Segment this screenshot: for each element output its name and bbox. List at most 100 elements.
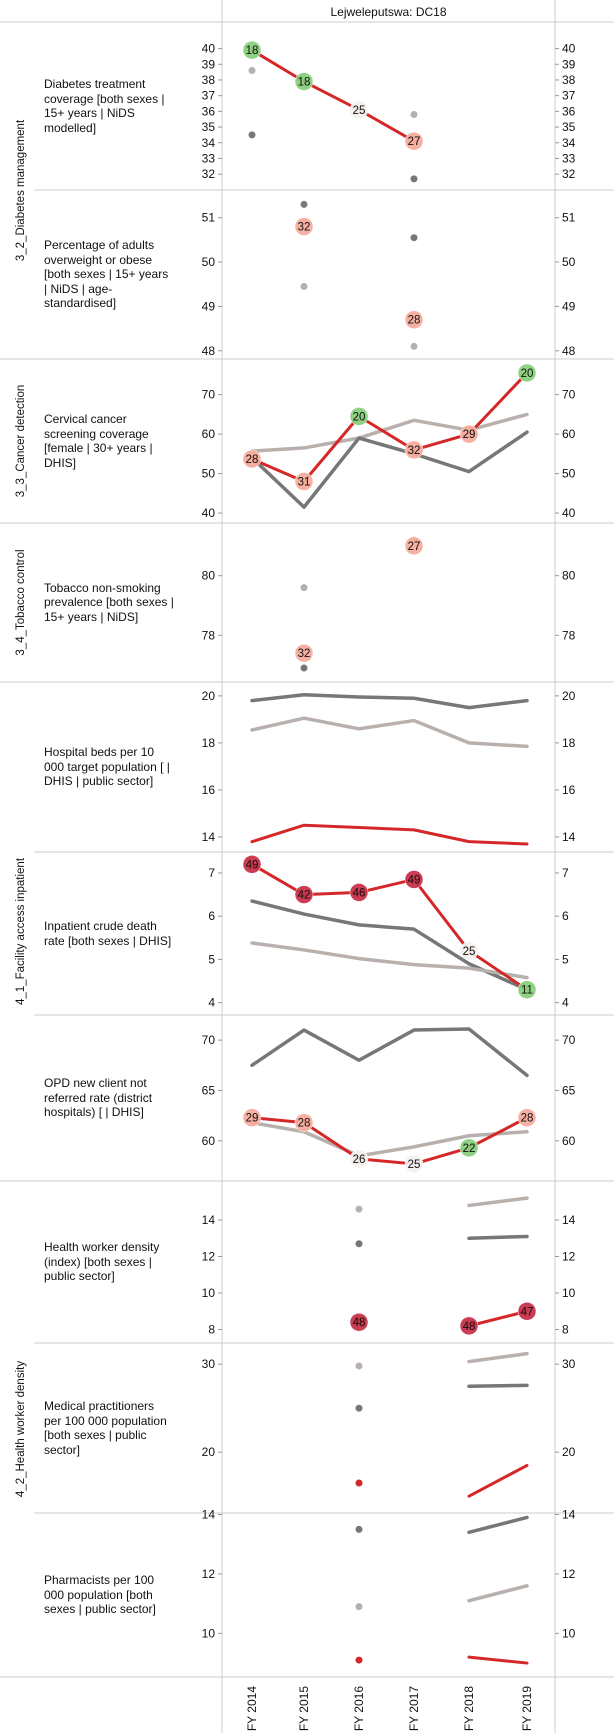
- y-tick-label-right: 14: [562, 1213, 576, 1227]
- y-tick-label-right: 6: [562, 909, 569, 923]
- y-tick-label-right: 70: [562, 388, 576, 402]
- metric-label: OPD new client not referred rate (distri…: [44, 1076, 153, 1120]
- group-label: 3_4_Tobacco control: [15, 549, 27, 655]
- series-dot-light: [355, 1205, 363, 1213]
- rank-marker: [349, 1149, 369, 1169]
- y-tick-label: 4: [208, 996, 215, 1010]
- y-tick-label: 34: [202, 136, 216, 150]
- rank-marker-label: 32: [408, 445, 421, 457]
- y-tick-label-right: 8: [562, 1323, 569, 1337]
- y-tick-label-right: 32: [562, 167, 576, 181]
- y-tick-label-right: 40: [562, 42, 576, 56]
- series-dot-dark: [355, 1240, 363, 1248]
- y-tick-label-right: 70: [562, 1033, 576, 1047]
- chart-title: Lejweleputswa: DC18: [330, 5, 446, 19]
- series-dot-light: [300, 282, 308, 290]
- y-tick-label-right: 34: [562, 136, 576, 150]
- rank-marker-label: 18: [298, 77, 311, 89]
- metric-label: Pharmacists per 100 000 population [both…: [44, 1573, 156, 1617]
- rank-marker: [459, 1316, 479, 1336]
- rank-marker-label: 20: [353, 411, 366, 423]
- rank-marker-label: 18: [246, 45, 259, 57]
- y-tick-label-right: 14: [562, 1507, 576, 1521]
- y-tick-label-right: 39: [562, 57, 576, 71]
- rank-marker: [404, 440, 424, 460]
- series-dot-light: [410, 110, 418, 118]
- y-tick-label-right: 7: [562, 866, 569, 880]
- rank-marker: [242, 855, 262, 874]
- y-tick-label: 70: [202, 1033, 216, 1047]
- rank-marker-label: 25: [408, 1159, 421, 1171]
- y-tick-label: 20: [202, 1445, 216, 1459]
- series-line-district: [467, 1463, 529, 1498]
- series-line-district: [250, 371, 529, 483]
- rank-marker-label: 26: [353, 1154, 366, 1166]
- rank-marker: [349, 407, 369, 426]
- series-line-dark: [467, 1383, 529, 1388]
- metric-label: Health worker density (index) [both sexe…: [44, 1240, 160, 1284]
- rank-marker: [294, 72, 314, 91]
- y-tick-label-right: 12: [562, 1567, 576, 1581]
- y-tick-label-right: 20: [562, 689, 576, 703]
- rank-marker-label: 28: [408, 315, 421, 327]
- y-tick-label-right: 60: [562, 1134, 576, 1148]
- group-label: 4_2_Health worker density: [15, 1361, 27, 1497]
- rank-marker-label: 20: [521, 368, 534, 380]
- rank-marker-label: 32: [298, 648, 311, 660]
- group-label: 3_2_Diabetes management: [15, 119, 27, 261]
- series-line-light: [250, 1120, 529, 1158]
- rank-marker: [404, 536, 424, 556]
- rank-marker: [404, 131, 424, 151]
- rank-marker-label: 29: [246, 1113, 259, 1125]
- metric-label: Tobacco non-smoking prevalence [both sex…: [44, 580, 174, 624]
- y-tick-label: 33: [202, 151, 216, 165]
- rank-marker: [242, 40, 262, 60]
- series-dot-dark: [248, 131, 256, 139]
- y-tick-label: 6: [208, 909, 215, 923]
- y-tick-label: 7: [208, 866, 215, 880]
- series-line-dark: [250, 899, 529, 992]
- series-line-district: [467, 1309, 529, 1328]
- y-tick-label: 32: [202, 167, 216, 181]
- y-tick-label-right: 18: [562, 736, 576, 750]
- series-line-dark: [467, 1234, 529, 1241]
- y-tick-label-right: 33: [562, 151, 576, 165]
- series-dot-district: [355, 1656, 363, 1664]
- y-tick-label-right: 14: [562, 830, 576, 844]
- rank-marker: [294, 472, 314, 491]
- y-tick-label: 60: [202, 427, 216, 441]
- y-tick-label: 80: [202, 569, 216, 583]
- rank-marker: [242, 449, 262, 469]
- y-tick-label: 40: [202, 506, 216, 520]
- y-tick-label-right: 4: [562, 996, 569, 1010]
- y-tick-label-right: 78: [562, 628, 576, 642]
- rank-marker: [459, 941, 479, 961]
- y-tick-label: 60: [202, 1134, 216, 1148]
- rank-marker-label: 48: [353, 1317, 366, 1329]
- series-line-light: [467, 1351, 529, 1364]
- series-dot-dark: [300, 664, 308, 672]
- rank-marker-label: 25: [463, 946, 476, 958]
- y-tick-label-right: 10: [562, 1286, 576, 1300]
- rank-marker: [349, 883, 369, 902]
- y-tick-label-right: 5: [562, 952, 569, 966]
- y-tick-label-right: 49: [562, 299, 576, 313]
- series-dot-light: [300, 584, 308, 592]
- series-line-district: [250, 862, 529, 992]
- group-label: 4_1_Facility access inpatient: [15, 857, 27, 1005]
- rank-marker-label: 48: [463, 1321, 476, 1333]
- series-dot-dark: [300, 200, 308, 208]
- y-tick-label: 18: [202, 736, 216, 750]
- x-tick-label: FY 2015: [297, 1686, 311, 1731]
- rank-marker: [349, 100, 369, 120]
- y-tick-label: 49: [202, 299, 216, 313]
- y-tick-label: 51: [202, 211, 216, 225]
- series-dot-light: [355, 1362, 363, 1370]
- rank-marker-label: 32: [298, 222, 311, 234]
- y-tick-label: 38: [202, 73, 216, 87]
- series-line-dark: [467, 1515, 529, 1535]
- rank-marker-label: 46: [353, 887, 366, 899]
- y-tick-label: 8: [208, 1323, 215, 1337]
- series-dot-dark: [410, 234, 418, 242]
- rank-marker-label: 11: [521, 985, 533, 997]
